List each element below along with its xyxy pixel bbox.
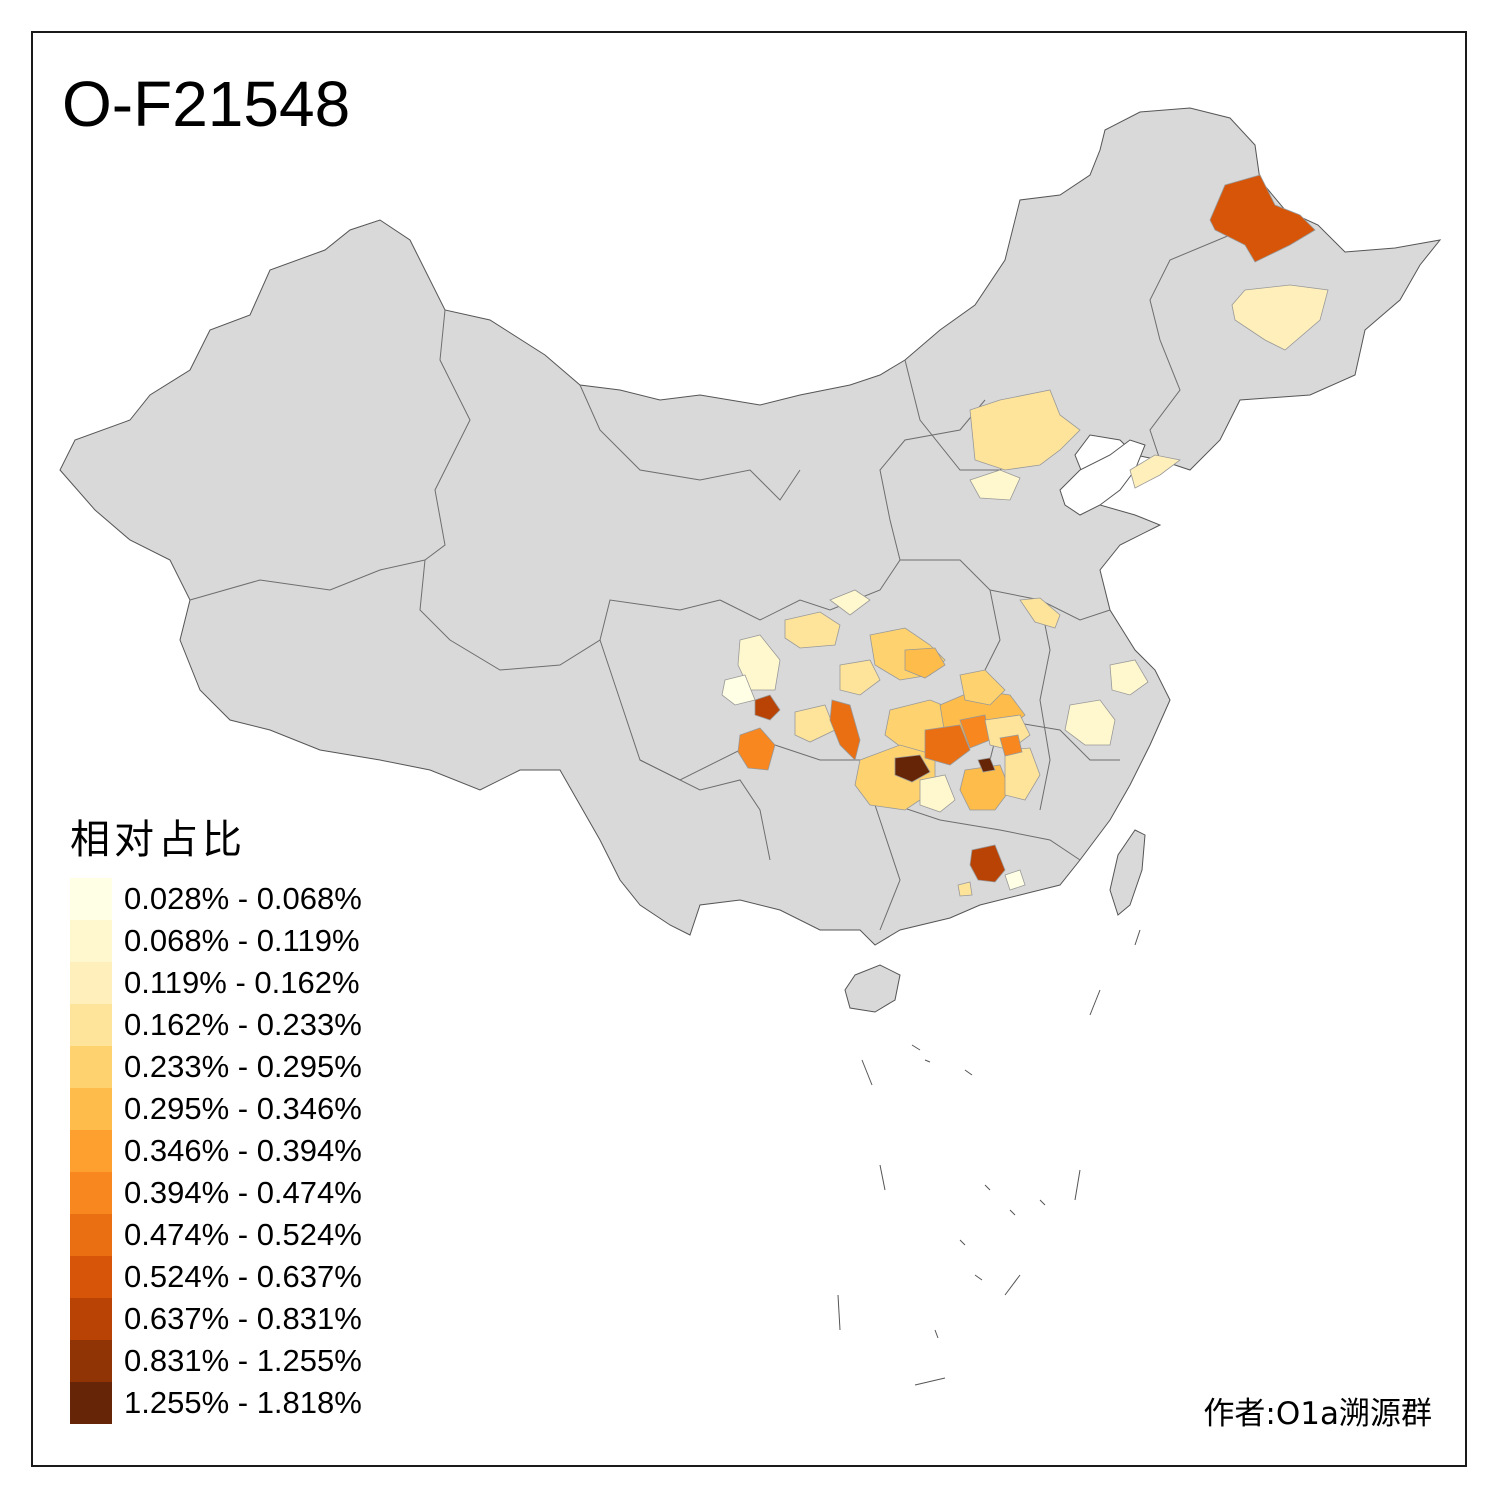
legend-label: 1.255% - 1.818%	[124, 1385, 362, 1420]
anhui-region	[1064, 699, 1116, 746]
legend-label: 0.637% - 0.831%	[124, 1301, 362, 1336]
gansu-east-region	[829, 589, 871, 616]
legend-label: 0.162% - 0.233%	[124, 1007, 362, 1042]
taiwan-island	[1109, 829, 1146, 916]
chongqing-north-region	[839, 659, 881, 696]
legend-swatch	[70, 1382, 112, 1424]
south-sea-islands	[837, 929, 1141, 1386]
jiangsu-region	[1109, 659, 1149, 696]
hubei-east-region	[959, 669, 1006, 706]
guangdong-east-region	[1004, 869, 1026, 891]
legend-swatch	[70, 920, 112, 962]
legend-label: 0.068% - 0.119%	[124, 923, 360, 958]
prefecture-fills	[721, 174, 1329, 897]
author-credit: 作者:O1a溯源群	[1203, 1396, 1432, 1432]
legend-item: 0.233% - 0.295%	[70, 1046, 362, 1088]
legend-swatch	[70, 1340, 112, 1382]
sichuan-north-region	[737, 634, 781, 691]
legend-item: 0.028% - 0.068%	[70, 878, 362, 920]
legend-title: 相对占比	[70, 817, 246, 863]
legend-swatch	[70, 1004, 112, 1046]
legend-label: 0.831% - 1.255%	[124, 1343, 362, 1378]
legend-item: 0.524% - 0.637%	[70, 1256, 362, 1298]
hunan-south-region	[919, 774, 956, 813]
legend-swatch	[70, 1172, 112, 1214]
sichuan-chengdu-region	[737, 727, 776, 771]
jiangxi-west-region	[959, 764, 1011, 811]
shandong-west-region	[1019, 597, 1061, 629]
province-borders	[189, 234, 1231, 931]
legend-swatch	[70, 1214, 112, 1256]
hunan-central-dark-region	[894, 754, 931, 783]
hainan-island	[844, 964, 901, 1013]
jiangxi-central-region	[1004, 747, 1041, 801]
legend-swatch	[70, 1088, 112, 1130]
legend-swatch	[70, 1256, 112, 1298]
legend-label: 0.394% - 0.474%	[124, 1175, 362, 1210]
map-title: O-F21548	[62, 68, 351, 140]
legend-label: 0.028% - 0.068%	[124, 881, 362, 916]
legend-swatch	[70, 1130, 112, 1172]
hunan-changde-region	[924, 724, 971, 766]
shaanxi-south-region	[784, 611, 841, 649]
legend-item: 1.255% - 1.818%	[70, 1382, 362, 1424]
legend-label: 0.233% - 0.295%	[124, 1049, 362, 1084]
legend-item: 0.474% - 0.524%	[70, 1214, 362, 1256]
legend-label: 0.474% - 0.524%	[124, 1217, 362, 1252]
heilongjiang-south-region	[1231, 284, 1329, 351]
liaoning-coast-region	[1129, 454, 1181, 489]
legend-rows: 0.028% - 0.068% 0.068% - 0.119% 0.119% - 0…	[70, 878, 362, 1424]
sichuan-west-region	[721, 674, 756, 706]
sichuan-central-region	[754, 694, 781, 721]
legend: 相对占比 0.028% - 0.068% 0.068% - 0.119% 0.119…	[70, 818, 362, 1424]
legend-label: 0.295% - 0.346%	[124, 1091, 362, 1126]
henan-south-region	[904, 647, 946, 679]
sichuan-east-region	[794, 704, 836, 743]
legend-item: 0.831% - 1.255%	[70, 1340, 362, 1382]
legend-item: 0.162% - 0.233%	[70, 1004, 362, 1046]
hebei-north-region	[969, 389, 1081, 471]
legend-label: 0.346% - 0.394%	[124, 1133, 362, 1168]
legend-item: 0.295% - 0.346%	[70, 1088, 362, 1130]
chongqing-region	[829, 699, 861, 761]
legend-item: 0.394% - 0.474%	[70, 1172, 362, 1214]
jiangxi-north-region	[999, 734, 1023, 757]
guangdong-north-region	[969, 844, 1006, 883]
legend-label: 0.524% - 0.637%	[124, 1259, 362, 1294]
legend-item: 0.119% - 0.162%	[70, 962, 362, 1004]
legend-item: 0.068% - 0.119%	[70, 920, 362, 962]
map-frame	[31, 31, 1467, 1467]
heilongjiang-north-region	[1209, 174, 1316, 263]
legend-label: 0.119% - 0.162%	[124, 965, 360, 1000]
legend-swatch	[70, 962, 112, 1004]
jiangxi-small-dark-region	[977, 757, 996, 773]
legend-swatch	[70, 1298, 112, 1340]
legend-item: 0.346% - 0.394%	[70, 1130, 362, 1172]
legend-swatch	[70, 878, 112, 920]
legend-item: 0.637% - 0.831%	[70, 1298, 362, 1340]
legend-swatch	[70, 1046, 112, 1088]
guangdong-west-region	[957, 881, 973, 897]
hebei-south-region	[969, 469, 1021, 501]
